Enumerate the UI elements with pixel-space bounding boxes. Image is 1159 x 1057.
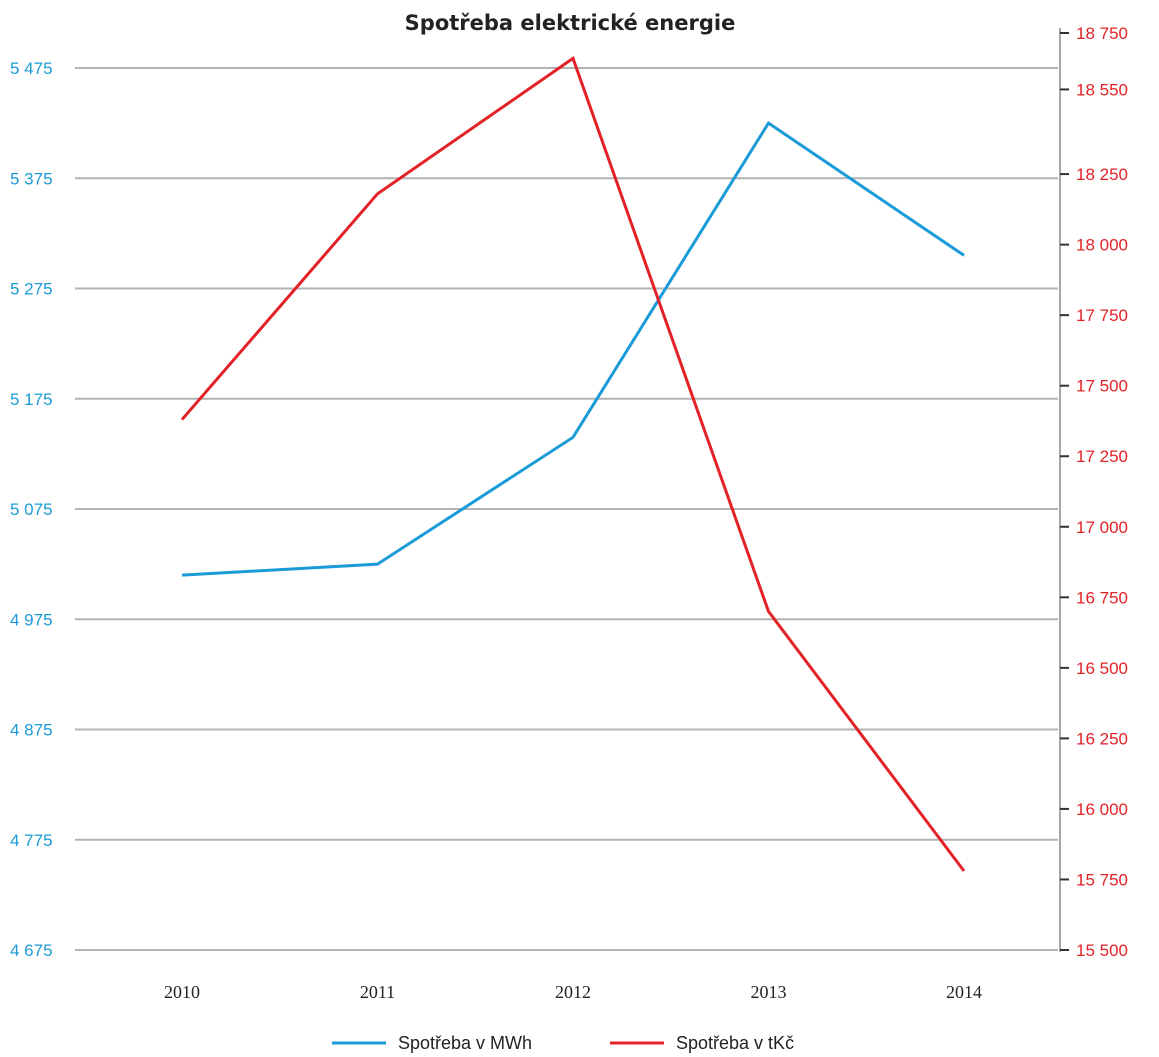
left-y-axis: 4 675 4 775 4 875 4 975 5 075 5 175 5 275 5 375… [10, 59, 53, 960]
right-tick-label: 18 550 [1076, 80, 1128, 99]
left-tick-label: 5 075 [10, 500, 53, 519]
gridlines [75, 67, 1058, 951]
x-axis: 2010 2011 2012 2013 2014 [164, 982, 982, 1002]
legend-label-tkc: Spotřeba v tKč [676, 1033, 794, 1053]
right-tick-label: 17 250 [1076, 447, 1128, 466]
x-tick-label: 2011 [360, 982, 395, 1002]
left-tick-label: 4 775 [10, 831, 53, 850]
right-tick-label: 17 500 [1076, 377, 1128, 396]
left-tick-label: 4 975 [10, 610, 53, 629]
right-tick-label: 16 000 [1076, 800, 1128, 819]
left-tick-label: 5 475 [10, 59, 53, 78]
right-tick-label: 17 000 [1076, 518, 1128, 537]
right-tick-label: 16 500 [1076, 659, 1128, 678]
right-tick-label: 15 500 [1076, 941, 1128, 960]
series-line-mwh [181, 121, 965, 577]
left-tick-label: 5 275 [10, 280, 53, 299]
x-tick-label: 2014 [946, 982, 982, 1002]
right-y-axis: 15 500 15 750 16 000 16 250 16 500 16 750 17 0… [1059, 24, 1128, 960]
left-tick-label: 4 675 [10, 941, 53, 960]
series-lines [180, 56, 966, 872]
right-tick-label: 16 750 [1076, 588, 1128, 607]
right-tick-label: 18 000 [1076, 236, 1128, 255]
left-tick-label: 4 875 [10, 721, 53, 740]
right-tick-label: 15 750 [1076, 870, 1128, 889]
left-tick-label: 5 175 [10, 390, 53, 409]
series-line-tkc [180, 56, 966, 872]
x-tick-label: 2012 [555, 982, 591, 1002]
x-tick-label: 2013 [751, 982, 787, 1002]
legend: Spotřeba v MWh Spotřeba v tKč [332, 1033, 794, 1053]
right-tick-label: 17 750 [1076, 306, 1128, 325]
x-tick-label: 2010 [164, 982, 200, 1002]
right-tick-label: 18 250 [1076, 165, 1128, 184]
legend-label-mwh: Spotřeba v MWh [398, 1033, 532, 1053]
left-tick-label: 5 375 [10, 169, 53, 188]
chart-title: Spotřeba elektrické energie [405, 11, 736, 35]
right-tick-label: 18 750 [1076, 24, 1128, 43]
right-tick-label: 16 250 [1076, 729, 1128, 748]
